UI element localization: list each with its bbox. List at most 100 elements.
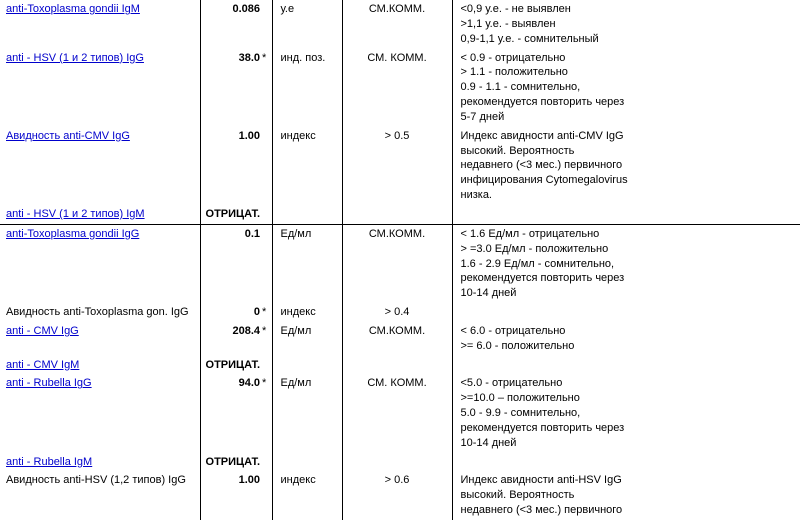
test-link[interactable]: anti - CMV IgM bbox=[6, 359, 79, 371]
table-row: anti-Toxoplasma gondii IgG 0.1Ед/млСМ.КОМ… bbox=[0, 224, 800, 303]
reference-range bbox=[342, 205, 452, 224]
result-value: ОТРИЦАТ. bbox=[200, 453, 260, 472]
unit: инд. поз. bbox=[272, 49, 342, 127]
comment-line: 1.6 - 2.9 Ед/мл - сомнительно, bbox=[461, 257, 793, 272]
test-name-cell: anti - Rubella IgG bbox=[0, 374, 200, 452]
comment-line: недавнего (<3 мес.) первичного bbox=[461, 503, 793, 518]
test-name-cell: anti - CMV IgM bbox=[0, 356, 200, 375]
comment: <0,9 у.е. - не выявлен>1,1 у.е. - выявле… bbox=[452, 0, 800, 49]
comment-line: 0.9 - 1.1 - сомнительно, bbox=[461, 80, 793, 95]
reference-range: СМ. КОММ. bbox=[342, 374, 452, 452]
comment-line: <5.0 - отрицательно bbox=[461, 376, 793, 391]
reference-range bbox=[342, 453, 452, 472]
test-link[interactable]: anti - Rubella IgG bbox=[6, 377, 92, 389]
result-value: 38.0 bbox=[200, 49, 260, 127]
table-row: anti - Rubella IgM ОТРИЦАТ. bbox=[0, 453, 800, 472]
comment bbox=[452, 303, 800, 322]
table-row: Авидность anti-HSV (1,2 типов) IgG1.00ин… bbox=[0, 471, 800, 520]
test-name-cell: anti - HSV (1 и 2 типов) IgG bbox=[0, 49, 200, 127]
table-row: anti - CMV IgM ОТРИЦАТ. bbox=[0, 356, 800, 375]
comment-line: 0,9-1,1 у.е. - сомнительный bbox=[461, 32, 793, 47]
unit: у.е bbox=[272, 0, 342, 49]
result-marker bbox=[260, 453, 272, 472]
unit: индекс bbox=[272, 127, 342, 205]
comment: < 6.0 - отрицательно>= 6.0 - положительн… bbox=[452, 322, 800, 356]
comment-line: < 0.9 - отрицательно bbox=[461, 51, 793, 66]
comment-line: недавнего (<3 мес.) первичного bbox=[461, 158, 793, 173]
comment-line: 5-7 дней bbox=[461, 110, 793, 125]
comment-line: рекомендуется повторить через bbox=[461, 95, 793, 110]
result-marker bbox=[260, 224, 272, 303]
reference-range bbox=[342, 356, 452, 375]
test-name: Авидность anti-Toxoplasma gon. IgG bbox=[6, 306, 189, 318]
comment-line: > =3.0 Ед/мл - положительно bbox=[461, 242, 793, 257]
test-name: Авидность anti-HSV (1,2 типов) IgG bbox=[6, 474, 186, 486]
result-marker bbox=[260, 0, 272, 49]
test-link[interactable]: anti - Rubella IgM bbox=[6, 456, 92, 468]
comment-line: рекомендуется повторить через bbox=[461, 421, 793, 436]
result-value: 1.00 bbox=[200, 127, 260, 205]
comment bbox=[452, 205, 800, 224]
unit bbox=[272, 356, 342, 375]
result-marker: * bbox=[260, 49, 272, 127]
lab-results-table: anti-Toxoplasma gondii IgM0.086у.еСМ.КОМ… bbox=[0, 0, 800, 520]
comment-line: 10-14 дней bbox=[461, 436, 793, 451]
test-name-cell: anti - HSV (1 и 2 типов) IgM bbox=[0, 205, 200, 224]
comment bbox=[452, 356, 800, 375]
result-marker bbox=[260, 471, 272, 520]
comment-line: 5.0 - 9.9 - сомнительно, bbox=[461, 406, 793, 421]
test-name-cell: anti - CMV IgG bbox=[0, 322, 200, 356]
reference-range: СМ.КОММ. bbox=[342, 224, 452, 303]
result-marker bbox=[260, 205, 272, 224]
reference-range: СМ.КОММ. bbox=[342, 322, 452, 356]
test-name-cell: Авидность anti-HSV (1,2 типов) IgG bbox=[0, 471, 200, 520]
comment-line: 10-14 дней bbox=[461, 286, 793, 301]
comment: < 1.6 Ед/мл - отрицательно> =3.0 Ед/мл -… bbox=[452, 224, 800, 303]
test-name-cell: anti-Toxoplasma gondii IgG bbox=[0, 224, 200, 303]
comment-line: Индекс авидности anti-HSV IgG bbox=[461, 473, 793, 488]
comment-line: низка. bbox=[461, 188, 793, 203]
test-link[interactable]: anti - HSV (1 и 2 типов) IgG bbox=[6, 52, 144, 64]
reference-range: > 0.6 bbox=[342, 471, 452, 520]
comment-line: >=10.0 – положительно bbox=[461, 391, 793, 406]
result-value: 94.0 bbox=[200, 374, 260, 452]
table-row: anti-Toxoplasma gondii IgM0.086у.еСМ.КОМ… bbox=[0, 0, 800, 49]
result-value: ОТРИЦАТ. bbox=[200, 356, 260, 375]
comment bbox=[452, 453, 800, 472]
result-marker: * bbox=[260, 303, 272, 322]
result-marker bbox=[260, 127, 272, 205]
unit: Ед/мл bbox=[272, 374, 342, 452]
test-link[interactable]: anti - HSV (1 и 2 типов) IgM bbox=[6, 208, 145, 220]
comment-line: > 1.1 - положительно bbox=[461, 65, 793, 80]
unit bbox=[272, 205, 342, 224]
test-name-cell: anti-Toxoplasma gondii IgM bbox=[0, 0, 200, 49]
result-value: 208.4 bbox=[200, 322, 260, 356]
result-marker: * bbox=[260, 322, 272, 356]
reference-range: СМ.КОММ. bbox=[342, 0, 452, 49]
unit: индекс bbox=[272, 303, 342, 322]
test-link[interactable]: anti - CMV IgG bbox=[6, 325, 79, 337]
table-row: Авидность anti-Toxoplasma gon. IgG0*инде… bbox=[0, 303, 800, 322]
unit: Ед/мл bbox=[272, 322, 342, 356]
unit bbox=[272, 453, 342, 472]
unit: Ед/мл bbox=[272, 224, 342, 303]
test-name-cell: anti - Rubella IgM bbox=[0, 453, 200, 472]
result-value: 0.1 bbox=[200, 224, 260, 303]
comment: < 0.9 - отрицательно> 1.1 - положительно… bbox=[452, 49, 800, 127]
test-link[interactable]: Авидность anti-CMV IgG bbox=[6, 130, 130, 142]
result-value: 1.00 bbox=[200, 471, 260, 520]
reference-range: > 0.4 bbox=[342, 303, 452, 322]
comment: <5.0 - отрицательно>=10.0 – положительно… bbox=[452, 374, 800, 452]
table-row: Авидность anti-CMV IgG1.00индекс> 0.5Инд… bbox=[0, 127, 800, 205]
reference-range: СМ. КОММ. bbox=[342, 49, 452, 127]
comment-line: рекомендуется повторить через bbox=[461, 271, 793, 286]
comment: Индекс авидности anti-CMV IgGвысокий. Ве… bbox=[452, 127, 800, 205]
test-link[interactable]: anti-Toxoplasma gondii IgM bbox=[6, 3, 140, 15]
comment-line: >= 6.0 - положительно bbox=[461, 339, 793, 354]
comment-line: < 6.0 - отрицательно bbox=[461, 324, 793, 339]
table-row: anti - Rubella IgG94.0*Ед/млСМ. КОММ.<5.… bbox=[0, 374, 800, 452]
test-name-cell: Авидность anti-Toxoplasma gon. IgG bbox=[0, 303, 200, 322]
comment-line: <0,9 у.е. - не выявлен bbox=[461, 2, 793, 17]
table-row: anti - CMV IgG208.4*Ед/млСМ.КОММ.< 6.0 -… bbox=[0, 322, 800, 356]
test-link[interactable]: anti-Toxoplasma gondii IgG bbox=[6, 228, 139, 240]
